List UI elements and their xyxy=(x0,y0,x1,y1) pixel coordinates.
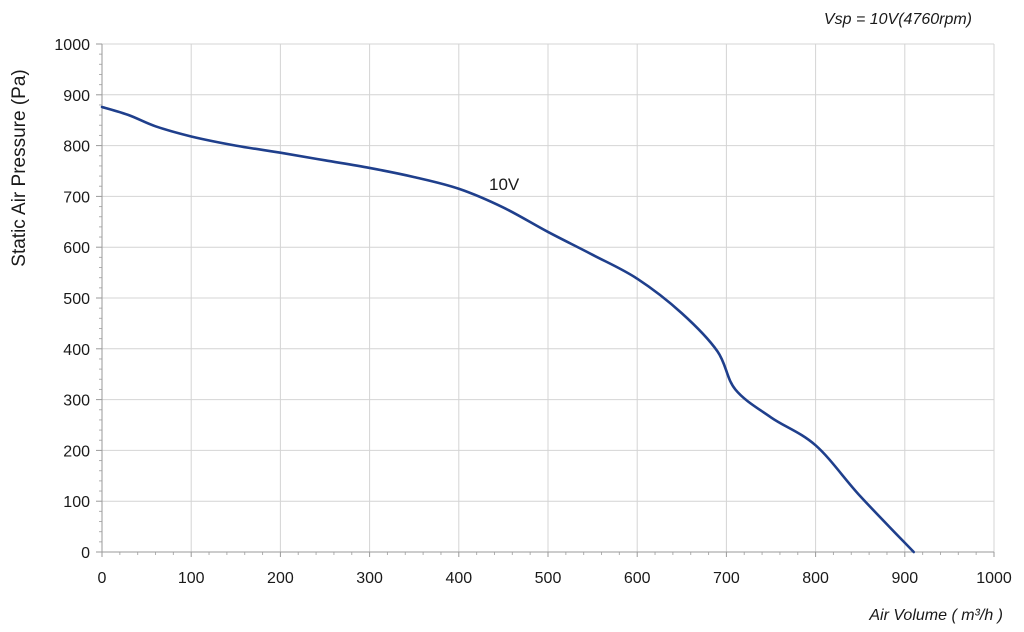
chart-title: Vsp = 10V(4760rpm) xyxy=(824,11,972,28)
y-tick-label: 200 xyxy=(63,443,90,460)
x-tick-label: 300 xyxy=(356,570,383,587)
series-line-0 xyxy=(100,105,916,554)
y-tick-label: 500 xyxy=(63,291,90,308)
x-tick-label: 800 xyxy=(802,570,829,587)
y-tick-label: 700 xyxy=(63,189,90,206)
x-tick-label: 700 xyxy=(713,570,740,587)
x-tick-label: 900 xyxy=(891,570,918,587)
series-label-10v: 10V xyxy=(489,175,520,194)
x-tick-label: 400 xyxy=(445,570,472,587)
x-tick-label: 100 xyxy=(178,570,205,587)
y-tick-label: 300 xyxy=(63,393,90,410)
y-tick-labels: 0 100 200 300 400 500 600 700 800 900 1000 xyxy=(54,37,90,562)
x-tick-label: 0 xyxy=(98,570,107,587)
x-tick-label: 500 xyxy=(535,570,562,587)
x-tick-label: 200 xyxy=(267,570,294,587)
y-axis-title: Static Air Pressure (Pa) xyxy=(9,69,30,266)
y-tick-label: 100 xyxy=(63,494,90,511)
y-tick-label: 400 xyxy=(63,342,90,359)
y-tick-label: 800 xyxy=(63,139,90,156)
y-tick-label: 1000 xyxy=(54,37,90,54)
axes xyxy=(101,44,994,553)
y-tick-label: 0 xyxy=(81,545,90,562)
x-tick-labels: 0 100 200 300 400 500 600 700 800 900 1000 xyxy=(98,570,1012,587)
x-tick-label: 1000 xyxy=(976,570,1012,587)
series xyxy=(100,105,916,554)
x-tick-label: 600 xyxy=(624,570,651,587)
y-tick-label: 900 xyxy=(63,88,90,105)
x-axis-title: Air Volume ( m³/h ) xyxy=(868,607,1003,624)
y-tick-label: 600 xyxy=(63,240,90,257)
grid xyxy=(96,43,995,557)
